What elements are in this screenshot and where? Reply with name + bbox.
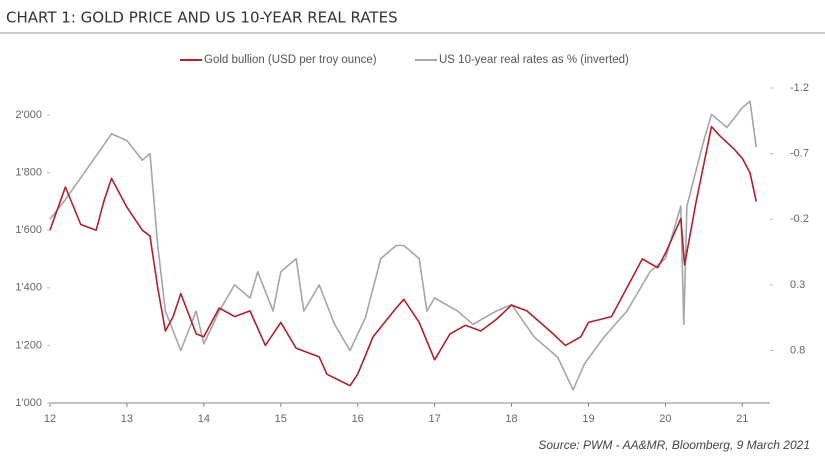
x-tick-label: 19: [582, 413, 594, 425]
x-tick-label: 18: [505, 413, 517, 425]
x-tick-label: 15: [275, 413, 287, 425]
series-line: [49, 125, 757, 387]
x-tick-label: 14: [198, 413, 210, 425]
legend-label: US 10-year real rates as % (inverted): [439, 54, 629, 66]
legend-label: Gold bullion (USD per troy ounce): [204, 54, 377, 66]
x-tick-label: 17: [428, 413, 440, 425]
y2-tick-label: -1.2: [790, 82, 809, 94]
y2-tick-label: 0.8: [790, 344, 805, 356]
x-tick-label: 20: [659, 413, 671, 425]
y-tick-label: 1'200: [15, 339, 42, 351]
y2-tick-label: -0.2: [790, 213, 809, 225]
y-tick-label: 2'000: [15, 109, 42, 121]
x-tick-label: 16: [352, 413, 364, 425]
x-tick-label: 13: [121, 413, 133, 425]
x-tick-label: 12: [44, 413, 56, 425]
y2-tick-label: 0.3: [790, 279, 805, 291]
y-tick-label: 1'400: [15, 282, 42, 294]
y-tick-label: 1'600: [15, 224, 42, 236]
source: Source: PWM - AA&MR, Bloomberg, 9 March …: [538, 438, 810, 452]
y-tick-label: 1'800: [15, 167, 42, 179]
y2-tick-label: -0.7: [790, 148, 809, 160]
x-tick-label: 21: [736, 413, 748, 425]
chart-title: CHART 1: GOLD PRICE AND US 10-YEAR REAL …: [6, 9, 398, 27]
y-tick-label: 1'000: [15, 397, 42, 409]
series-line: [49, 100, 757, 391]
